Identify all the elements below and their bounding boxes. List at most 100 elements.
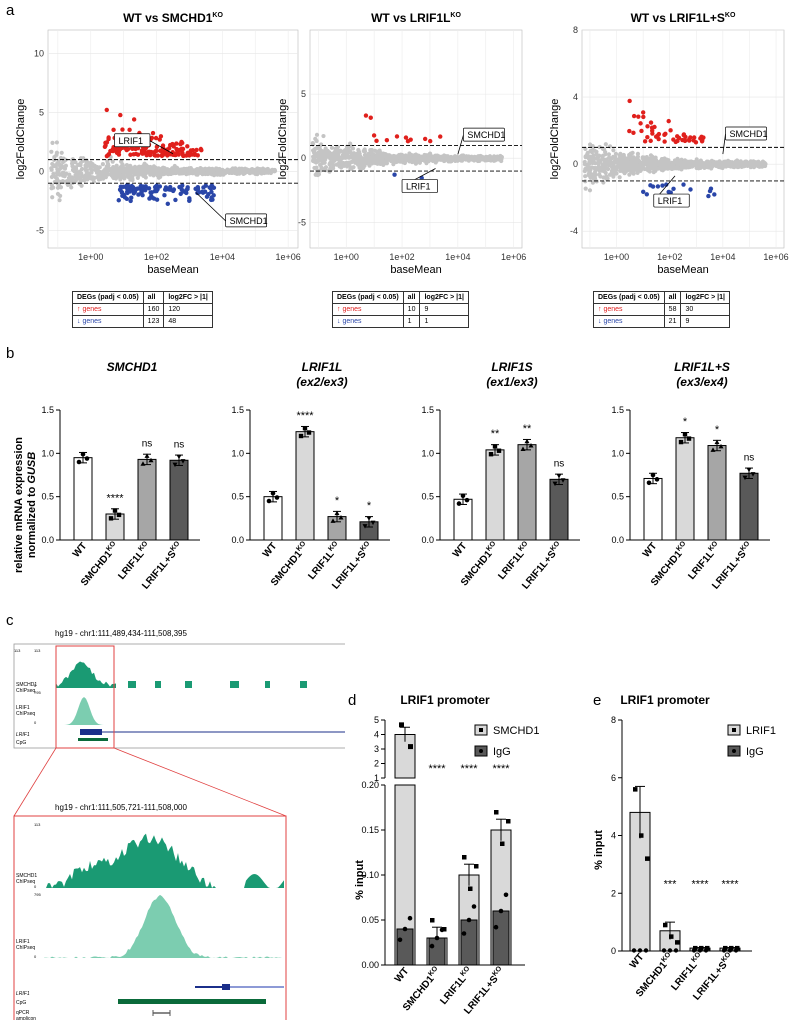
coords-top: hg19 - chr1:111,489,434-111,508,395 (55, 629, 188, 638)
qpcr-bar (739, 472, 759, 541)
igg-bar (492, 910, 510, 966)
qpcr-ytick: 1.0 (231, 448, 244, 458)
deg-header: log2FC > |1| (680, 291, 730, 304)
deg-header: all (402, 291, 421, 304)
d-ytick: 0.00 (361, 960, 379, 970)
qpcr-label2: amplicon (16, 1016, 36, 1020)
qpcr-bar (517, 444, 537, 541)
deg-up-label: ↑ genes (332, 303, 404, 316)
qpcr-plot-2: LRIF1L(ex2/ex3)0.00.51.01.5WT****SMCHD1K… (231, 360, 390, 592)
deg-up-all: 160 (142, 303, 165, 316)
zoom-lrif1-peak (44, 894, 284, 958)
zoom-cpg-island (118, 999, 266, 1004)
panel-letter-a: a (6, 2, 15, 19)
gene-callout: SMCHD1 (467, 130, 505, 140)
ma-ylabel: log2FoldChange (277, 99, 289, 180)
legend-label: LRIF1 (746, 725, 776, 737)
ma-ytick: -5 (36, 225, 44, 235)
zero-label: 0 (34, 720, 37, 725)
deg-header: DEGs (padj < 0.05) (593, 291, 665, 304)
gene-callout: SMCHD1 (730, 129, 768, 139)
scale-label: 795 (34, 892, 41, 897)
panel-d-title: LRIF1 promoter (400, 693, 490, 707)
significance-mark: **** (691, 878, 709, 890)
zoom-smchd1-peak (44, 833, 284, 888)
ylabel-line2: normalized to (26, 486, 38, 558)
ma-plot-2: -5 0 5 1e+00 1e+02 1e+04 1e+06 baseMean log2Fold… (277, 11, 526, 276)
deg-down-label: ↓ genes (593, 315, 665, 328)
ma-ytick: -4 (570, 226, 578, 236)
scale-label: 795 (34, 690, 41, 695)
cpg-label: CpG (16, 740, 26, 746)
ma-points (310, 113, 504, 181)
deg-down-label: ↓ genes (72, 315, 144, 328)
zoom-region-marker (55, 645, 115, 749)
ma-xtick: 1e+06 (501, 252, 526, 262)
qpcr-ytick: 0.0 (421, 535, 434, 545)
panel-c-genome-browser: hg19 - chr1:111,489,434-111,508,395 113 … (13, 629, 345, 1020)
qpcr-plot-3: LRIF1S(ex1/ex3)0.00.51.01.5WT**SMCHD1KO*… (421, 360, 580, 592)
zoom-cpg-label: CpG (16, 1000, 26, 1006)
smchd1-peak (56, 661, 116, 688)
d-ytick: 0.05 (361, 915, 379, 925)
deg-up-fc: 9 (419, 303, 469, 316)
gene-callout: LRIF1 (118, 136, 143, 146)
ma-ytick: 5 (39, 107, 44, 117)
coords-zoom: hg19 - chr1:111,505,721-111,508,000 (55, 803, 188, 812)
gene-label: LRIF1 (16, 732, 30, 738)
ylabel-line1: relative mRNA expression (13, 437, 25, 573)
ma-ylabel: log2FoldChange (15, 99, 27, 180)
qpcr-plot-1: SMCHD10.00.51.01.5WT****SMCHD1KOnsLRIF1L… (41, 360, 200, 592)
qpcr-category: WT (641, 541, 659, 560)
deg-header: log2FC > |1| (419, 291, 469, 304)
legend-label: IgG (493, 746, 511, 758)
significance-mark: ns (174, 440, 185, 451)
zero-label: 0 (34, 954, 37, 959)
scale-label: 113 (34, 648, 41, 653)
gene-callout: SMCHD1 (230, 216, 268, 226)
qpcr-label: qPCR (16, 1010, 30, 1016)
deg-header: DEGs (padj < 0.05) (332, 291, 404, 304)
ma-ytick: 5 (301, 89, 306, 99)
qpcr-title: LRIF1L+S (674, 360, 730, 374)
panel-letter-b: b (6, 345, 15, 362)
ma-ytick: 0 (573, 159, 578, 169)
ma-xtick: 1e+02 (657, 252, 682, 262)
e-ytick: 4 (611, 831, 616, 841)
zoom-track1-label2: ChIPseq (16, 879, 35, 885)
qpcr-category: WT (71, 541, 89, 560)
ma-xtick: 1e+00 (334, 252, 359, 262)
deg-table-3: DEGs (padj < 0.05) all log2FC > |1| ↑ gene… (593, 291, 730, 328)
deg-header: all (663, 291, 682, 304)
ma-plot-3: -4 0 4 8 1e+00 1e+02 1e+04 1e+06 baseMean log2Fol… (549, 11, 789, 276)
zoom-frame (13, 815, 287, 1020)
scale-label: 113 (34, 822, 41, 827)
qpcr-ytick: 0.5 (421, 492, 434, 502)
deg-down-all: 1 (402, 315, 421, 328)
ma-xtick: 1e+04 (210, 252, 235, 262)
legend-label: SMCHD1 (493, 725, 539, 737)
qpcr-ytick: 1.5 (41, 405, 54, 415)
deg-up-label: ↑ genes (72, 303, 144, 316)
deg-table-1: DEGs (padj < 0.05) all log2FC > |1| ↑ gene… (72, 291, 213, 328)
d-ytick: 1 (374, 773, 379, 783)
d-ytick: 5 (374, 715, 379, 725)
qpcr-bar (73, 457, 93, 541)
scale-label: 113 (14, 648, 21, 653)
qpcr-ytick: 1.5 (421, 405, 434, 415)
qpcr-ytick: 1.0 (611, 448, 624, 458)
significance-mark: * (715, 424, 720, 436)
qpcr-category: WT (261, 541, 279, 560)
panel-letter-c: c (6, 612, 14, 629)
zoom-gene-label: LRIF1 (16, 991, 30, 997)
ma-xtick: 1e+00 (78, 252, 103, 262)
legend-label: IgG (746, 746, 764, 758)
deg-down-all: 123 (142, 315, 165, 328)
significance-mark: **** (428, 763, 446, 775)
qpcr-ytick: 0.5 (231, 492, 244, 502)
significance-mark: * (335, 495, 340, 507)
deg-up-fc: 30 (680, 303, 730, 316)
svg-text:relative mRNA expression: relative mRNA expression (13, 437, 25, 573)
deg-header: DEGs (padj < 0.05) (72, 291, 144, 304)
ma-ytick: 0 (39, 166, 44, 176)
